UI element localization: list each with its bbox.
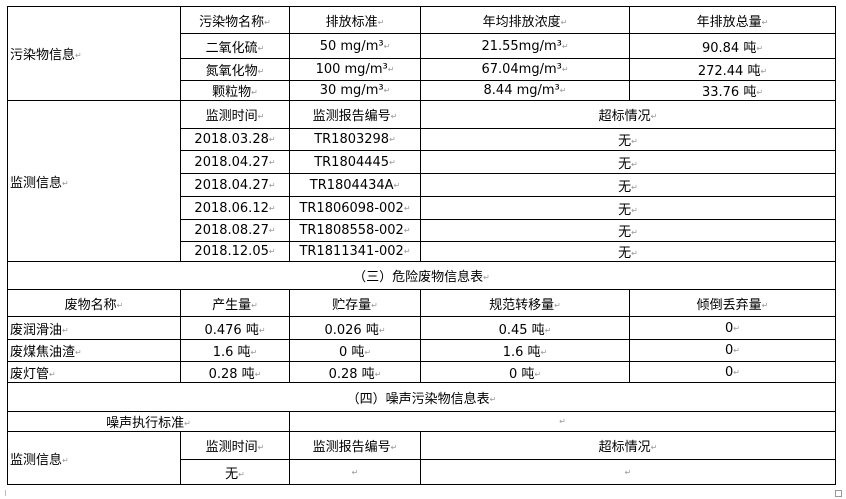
cell: 30 mg/m³ bbox=[289, 80, 421, 101]
table-row: 2018.08.27TR1808558-002无 bbox=[8, 219, 836, 242]
table-row: 废煤焦油渣1.6 吨0 吨1.6 吨0 bbox=[7, 339, 836, 362]
cell: 2018.03.28 bbox=[180, 128, 290, 151]
header-exceedance: 超标情况 bbox=[420, 100, 836, 129]
cell: 0.45 吨 bbox=[420, 316, 630, 340]
environmental-info-table: 污染物信息 污染物名称 排放标准 年均排放浓度 年排放总量 二氧化硫 50 mg… bbox=[7, 6, 836, 485]
cell: 颗粒物 bbox=[180, 80, 290, 101]
cell: 50 mg/m³ bbox=[289, 33, 421, 59]
noise-header-report: 监测报告编号 bbox=[289, 431, 421, 460]
header-annual-total: 年排放总量 bbox=[629, 6, 836, 34]
cell: 无 bbox=[420, 219, 836, 242]
cell: 0 bbox=[629, 339, 836, 362]
header-stored: 贮存量 bbox=[289, 289, 421, 317]
table-row: 废润滑油0.476 吨0.026 吨0.45 吨0 bbox=[7, 316, 836, 340]
cell: 2018.04.27 bbox=[180, 173, 290, 197]
cell: 0.28 吨 bbox=[289, 361, 421, 383]
cell: 无 bbox=[420, 173, 836, 197]
cell: 0.476 吨 bbox=[180, 316, 290, 340]
cell: TR1811341-002 bbox=[289, 241, 421, 262]
cell: 0 吨 bbox=[420, 361, 630, 383]
cell: 无 bbox=[420, 150, 836, 174]
table-row: 颗粒物 30 mg/m³ 8.44 mg/m³ 33.76 吨 bbox=[8, 80, 836, 101]
cell: 无 bbox=[420, 241, 836, 262]
table-row: 2018.04.27TR1804434A无 bbox=[8, 173, 836, 197]
cell: 2018.08.27 bbox=[180, 219, 290, 242]
cell: 90.84 吨 bbox=[629, 33, 836, 59]
cell: 无 bbox=[180, 459, 290, 485]
noise-title: （四）噪声污染物信息表 bbox=[7, 382, 836, 412]
cell: 2018.04.27 bbox=[180, 150, 290, 174]
pollutant-section-label: 污染物信息 bbox=[7, 6, 181, 101]
cell: 无 bbox=[420, 196, 836, 220]
header-generated: 产生量 bbox=[180, 289, 290, 317]
margin-mark bbox=[5, 490, 6, 496]
header-emission-standard: 排放标准 bbox=[289, 6, 421, 34]
cell: TR1803298 bbox=[289, 128, 421, 151]
cell: TR1804434A bbox=[289, 173, 421, 197]
table-row: 二氧化硫 50 mg/m³ 21.55mg/m³ 90.84 吨 bbox=[8, 33, 836, 59]
noise-monitoring-label: 监测信息 bbox=[7, 431, 181, 485]
cell: 2018.12.05 bbox=[180, 241, 290, 262]
cell: 1.6 吨 bbox=[420, 339, 630, 362]
cell: 1.6 吨 bbox=[180, 339, 290, 362]
monitoring-section-label: 监测信息 bbox=[7, 100, 181, 262]
cell: 8.44 mg/m³ bbox=[420, 80, 630, 101]
cell: 21.55mg/m³ bbox=[420, 33, 630, 59]
cell: 2018.06.12 bbox=[180, 196, 290, 220]
noise-header-time: 监测时间 bbox=[180, 431, 290, 460]
cell: TR1804445 bbox=[289, 150, 421, 174]
cell: 0.28 吨 bbox=[180, 361, 290, 383]
cell: 67.04mg/m³ bbox=[420, 58, 630, 81]
header-dumped: 倾倒丢弃量 bbox=[629, 289, 836, 317]
cell: 二氧化硫 bbox=[180, 33, 290, 59]
noise-standard-label: 噪声执行标准 bbox=[7, 411, 290, 432]
cell bbox=[289, 459, 421, 485]
header-annual-avg-concentration: 年均排放浓度 bbox=[420, 6, 630, 34]
cell: 氮氧化物 bbox=[180, 58, 290, 81]
noise-header-exceedance: 超标情况 bbox=[420, 431, 836, 460]
cell: 0 bbox=[629, 316, 836, 340]
table-row: 无 bbox=[8, 459, 836, 485]
table-row: 废灯管0.28 吨0.28 吨0 吨0 bbox=[7, 361, 836, 383]
cell: 废灯管 bbox=[7, 361, 181, 383]
table-row: 2018.06.12TR1806098-002无 bbox=[8, 196, 836, 220]
cell: 0 bbox=[629, 361, 836, 383]
header-waste-name: 废物名称 bbox=[7, 289, 181, 317]
header-monitoring-time: 监测时间 bbox=[180, 100, 290, 129]
cell: 无 bbox=[420, 128, 836, 151]
cell: 100 mg/m³ bbox=[289, 58, 421, 81]
cell: TR1806098-002 bbox=[289, 196, 421, 220]
cell: 272.44 吨 bbox=[629, 58, 836, 81]
cell: 0.026 吨 bbox=[289, 316, 421, 340]
end-of-table-mark bbox=[835, 490, 842, 497]
header-report-number: 监测报告编号 bbox=[289, 100, 421, 129]
cell: TR1808558-002 bbox=[289, 219, 421, 242]
noise-standard-value bbox=[289, 411, 836, 432]
cell: 33.76 吨 bbox=[629, 80, 836, 101]
cell: 0 吨 bbox=[289, 339, 421, 362]
header-transferred: 规范转移量 bbox=[420, 289, 630, 317]
cell: 废煤焦油渣 bbox=[7, 339, 181, 362]
table-row: 2018.03.28TR1803298无 bbox=[8, 128, 836, 151]
table-row: 2018.12.05TR1811341-002无 bbox=[8, 241, 836, 262]
hazardous-waste-title: （三）危险废物信息表 bbox=[7, 261, 836, 290]
header-pollutant-name: 污染物名称 bbox=[180, 6, 290, 34]
cell: 废润滑油 bbox=[7, 316, 181, 340]
cell bbox=[420, 459, 836, 485]
